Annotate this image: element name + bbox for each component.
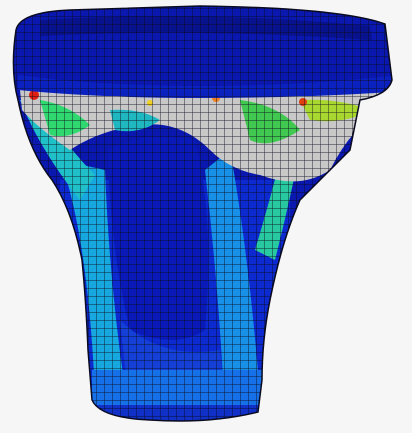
mesh-outline	[12, 5, 393, 422]
